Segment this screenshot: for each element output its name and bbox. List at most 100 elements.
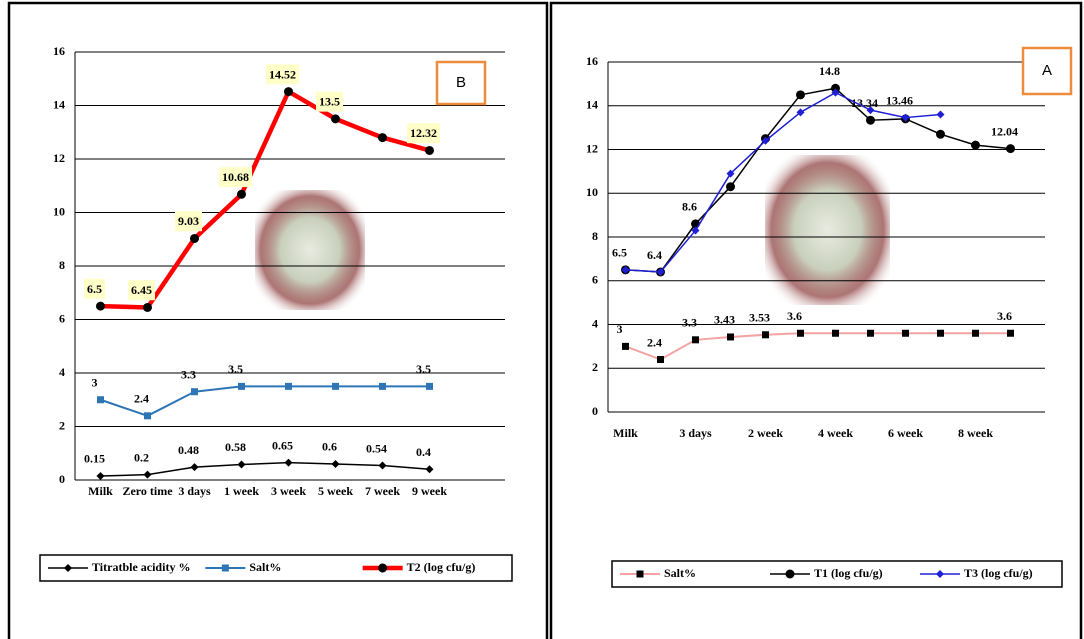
y-tick-label: 10 xyxy=(53,204,65,218)
value-label: 13.46 xyxy=(886,93,913,107)
value-label: 2.4 xyxy=(134,392,149,406)
point xyxy=(937,111,945,119)
point xyxy=(425,146,434,155)
legend-label: T1 (log cfu/g) xyxy=(814,566,883,580)
point xyxy=(1006,144,1015,153)
value-label: 0.54 xyxy=(366,441,387,455)
legend-marker xyxy=(637,571,644,578)
point xyxy=(144,471,152,479)
point xyxy=(190,234,199,243)
y-tick-label: 12 xyxy=(53,151,65,165)
y-tick-label: 16 xyxy=(53,44,65,58)
legend-label: T3 (log cfu/g) xyxy=(964,566,1033,580)
point xyxy=(657,356,664,363)
y-tick-label: 10 xyxy=(586,185,598,199)
point xyxy=(426,383,433,390)
value-label: 9.03 xyxy=(178,214,199,228)
value-label: 3.43 xyxy=(714,313,735,327)
point xyxy=(144,412,151,419)
value-label: 3 xyxy=(92,376,98,390)
point xyxy=(96,302,105,311)
point xyxy=(726,182,735,191)
point xyxy=(936,130,945,139)
value-label: 0.58 xyxy=(225,440,246,454)
point xyxy=(692,336,699,343)
x-tick-label: 6 week xyxy=(888,426,923,440)
point xyxy=(866,116,875,125)
y-tick-label: 4 xyxy=(592,316,598,330)
series-line xyxy=(626,333,1011,359)
x-tick-label: 1 week xyxy=(224,484,259,498)
point xyxy=(727,333,734,340)
x-tick-label: 3 days xyxy=(679,426,712,440)
annotation: A xyxy=(1042,62,1052,79)
y-tick-label: 4 xyxy=(59,365,65,379)
point xyxy=(379,383,386,390)
point xyxy=(1007,330,1014,337)
value-label: 12.32 xyxy=(410,126,437,140)
value-label: 2.4 xyxy=(647,335,662,349)
x-tick-label: 3 week xyxy=(271,484,306,498)
point xyxy=(378,133,387,142)
value-label: 3.6 xyxy=(997,309,1012,323)
legend-label: Titratble acidity % xyxy=(92,560,190,574)
value-label: 6.4 xyxy=(647,248,662,262)
point xyxy=(379,462,387,470)
y-tick-label: 2 xyxy=(592,360,598,374)
y-tick-label: 14 xyxy=(586,98,598,112)
x-tick-label: Milk xyxy=(613,426,638,440)
annotation: B xyxy=(456,74,466,91)
legend-marker xyxy=(222,565,229,572)
value-label: 3.3 xyxy=(181,367,196,381)
point xyxy=(937,330,944,337)
x-tick-label: 5 week xyxy=(318,484,353,498)
legend-label: Salt% xyxy=(249,560,281,574)
value-label: 3.6 xyxy=(787,309,802,323)
legend-marker xyxy=(378,564,387,573)
point xyxy=(238,383,245,390)
legend-label: T2 (log cfu/g) xyxy=(407,560,476,574)
point xyxy=(622,343,629,350)
value-label: 0.65 xyxy=(272,438,293,452)
value-label: 10.68 xyxy=(222,170,249,184)
y-tick-label: 8 xyxy=(592,229,598,243)
value-label: 6.5 xyxy=(87,282,102,296)
y-tick-label: 16 xyxy=(586,54,598,68)
value-label: 0.4 xyxy=(416,445,431,459)
point xyxy=(191,388,198,395)
value-label: 3 xyxy=(617,322,623,336)
point xyxy=(762,331,769,338)
y-tick-label: 6 xyxy=(59,311,65,325)
point xyxy=(97,396,104,403)
point xyxy=(902,330,909,337)
point xyxy=(97,472,105,480)
value-label: 3.5 xyxy=(228,362,243,376)
point xyxy=(237,190,246,199)
point xyxy=(331,114,340,123)
value-label: 0.2 xyxy=(134,450,149,464)
value-label: 6.45 xyxy=(131,283,152,297)
y-tick-label: 0 xyxy=(59,472,65,486)
y-tick-label: 6 xyxy=(592,273,598,287)
point xyxy=(143,303,152,312)
cheese-photo xyxy=(255,190,365,310)
point xyxy=(867,330,874,337)
legend-label: Salt% xyxy=(664,566,696,580)
value-label: 8.6 xyxy=(682,200,697,214)
y-tick-label: 2 xyxy=(59,418,65,432)
x-tick-label: Milk xyxy=(88,484,113,498)
point xyxy=(191,463,199,471)
point xyxy=(238,460,246,468)
x-tick-label: 2 week xyxy=(748,426,783,440)
x-tick-label: Zero time xyxy=(122,484,173,498)
legend-marker xyxy=(786,570,795,579)
value-label: 6.5 xyxy=(612,246,627,260)
value-label: 12.04 xyxy=(991,124,1018,138)
point xyxy=(332,460,340,468)
point xyxy=(797,330,804,337)
point xyxy=(426,465,434,473)
value-label: 3.5 xyxy=(416,362,431,376)
value-label: 0.6 xyxy=(322,440,337,454)
value-label: 3.53 xyxy=(749,311,770,325)
y-tick-label: 12 xyxy=(586,141,598,155)
